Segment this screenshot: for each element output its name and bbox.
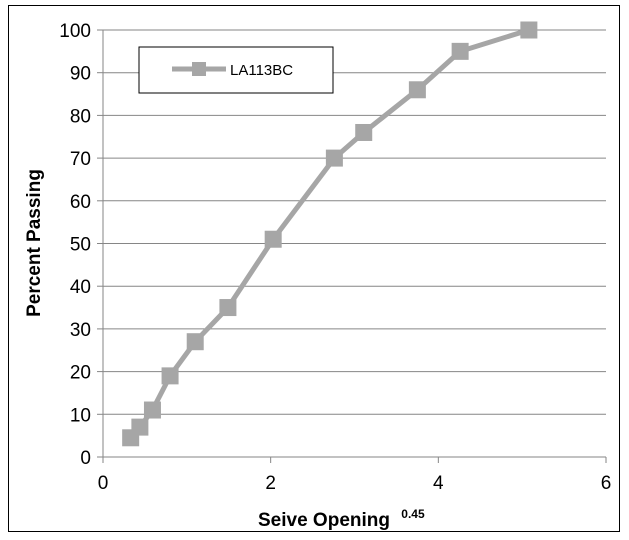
data-point <box>219 299 237 317</box>
y-axis-title: Percent Passing <box>24 169 45 317</box>
data-point <box>355 123 373 141</box>
y-tick-label: 10 <box>70 405 91 426</box>
legend-box <box>138 46 334 94</box>
x-tick-label: 0 <box>98 473 109 494</box>
data-point <box>408 81 426 99</box>
tick-labels: 0 10 20 30 40 50 60 70 80 90 100 0 2 4 6 <box>59 21 611 494</box>
data-point <box>264 230 282 248</box>
x-tick-label: 6 <box>601 473 612 494</box>
y-tick-label: 0 <box>80 448 91 469</box>
y-tick-label: 70 <box>70 149 91 170</box>
legend-label: LA113BC <box>230 62 293 79</box>
y-tick-label: 40 <box>70 277 91 298</box>
legend: LA113BC <box>138 46 334 94</box>
data-point <box>143 401 161 419</box>
y-tick-label: 80 <box>70 106 91 127</box>
data-point <box>186 333 204 351</box>
y-tick-label: 60 <box>70 192 91 213</box>
y-tick-label: 50 <box>70 235 91 256</box>
data-point <box>325 149 343 167</box>
data-point <box>161 367 179 385</box>
y-tick-label: 30 <box>70 320 91 341</box>
x-tick-label: 4 <box>433 473 444 494</box>
data-point <box>451 42 469 60</box>
legend-swatch-marker <box>192 62 206 76</box>
y-tick-label: 90 <box>70 64 91 85</box>
y-tick-label: 20 <box>70 363 91 384</box>
series-layer <box>122 21 538 447</box>
data-point <box>131 418 149 436</box>
x-tick-label: 2 <box>265 473 276 494</box>
x-axis-title-main: Seive Opening <box>258 510 390 531</box>
y-tick-label: 100 <box>59 21 91 42</box>
data-point <box>520 21 538 39</box>
axes <box>97 29 607 463</box>
x-axis-title: Seive Opening 0.45 <box>258 507 425 531</box>
x-axis-title-exponent: 0.45 <box>401 507 425 521</box>
